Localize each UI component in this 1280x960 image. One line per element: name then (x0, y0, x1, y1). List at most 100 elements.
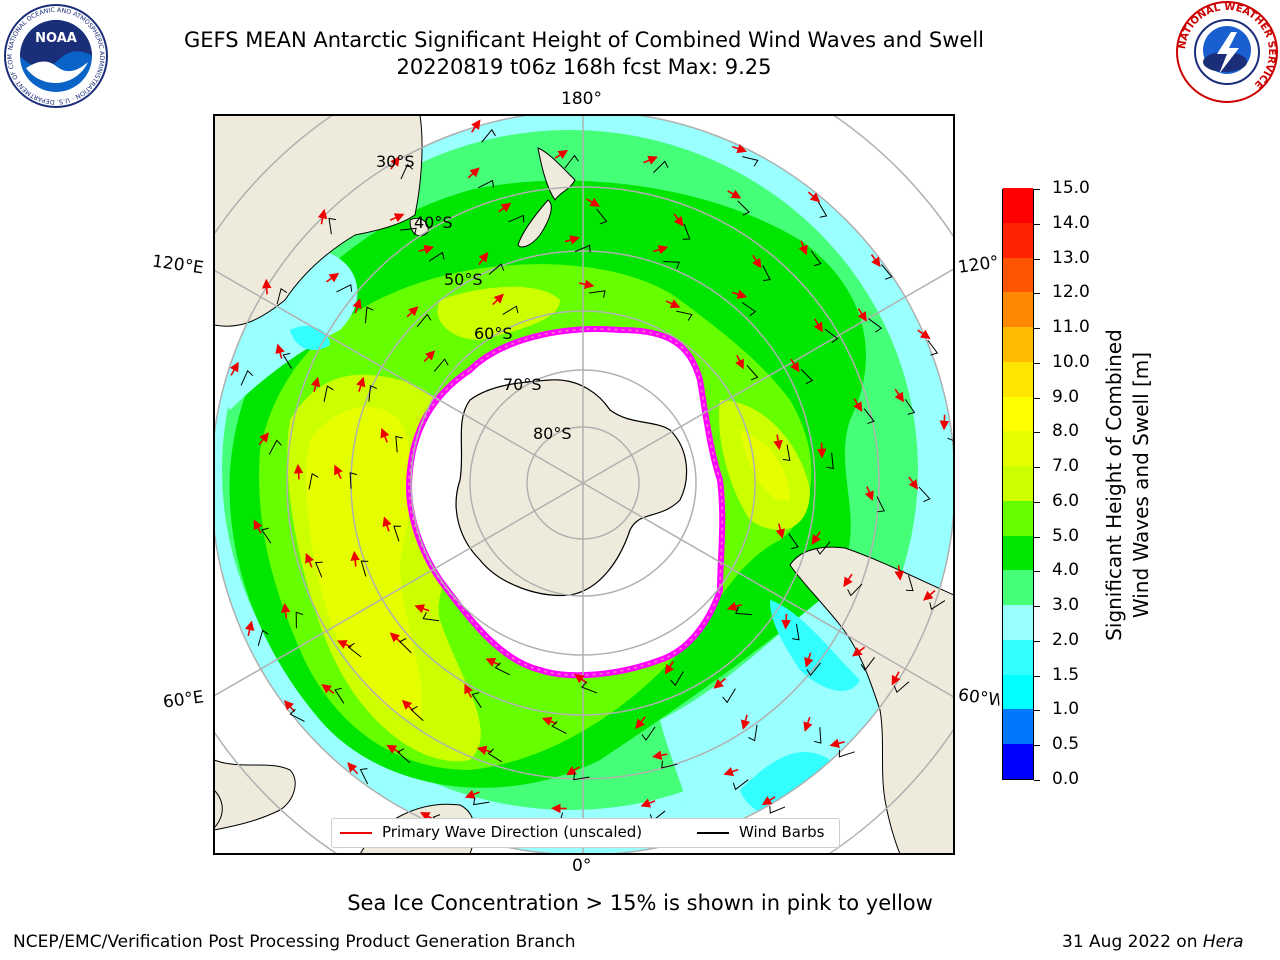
wind-barb (676, 310, 693, 321)
wave-direction-arrow (813, 318, 823, 333)
wave-direction-arrow (380, 427, 390, 443)
wave-direction-arrow (334, 464, 343, 480)
wind-barb (268, 439, 282, 455)
lat-label-70s: 70°S (503, 375, 542, 394)
wind-barb (323, 385, 334, 402)
wave-direction-arrow (317, 208, 328, 225)
wave-direction-arrow (467, 167, 480, 179)
wind-barb (395, 435, 403, 453)
wind-barb (261, 527, 272, 544)
wind-barb (881, 264, 893, 280)
wind-barb (396, 748, 411, 764)
wind-barb (488, 263, 505, 275)
colorbar-segment (1003, 291, 1033, 328)
colorbar-tick-mark (1034, 780, 1040, 781)
wind-barb (748, 724, 758, 742)
wind-barb (360, 560, 369, 577)
wind-barb (334, 687, 345, 704)
colorbar-segment (1003, 361, 1033, 397)
wind-barb (257, 629, 269, 646)
wind-barb (282, 352, 293, 369)
colorbar-tick-mark (1034, 362, 1040, 364)
chart-subtitle: 20220819 t06z 168h fcst Max: 9.25 (396, 55, 772, 79)
wave-direction-arrow (566, 766, 580, 776)
wind-barb (502, 305, 519, 315)
colorbar-tick-mark (1034, 571, 1040, 573)
wind-barb (762, 265, 771, 282)
footer-date-text: 31 Aug 2022 on (1062, 932, 1198, 952)
wave-direction-arrow (464, 683, 474, 699)
wind-barb (800, 368, 814, 385)
colorbar-tick-mark (1034, 328, 1040, 330)
colorbar-label-line2: Wind Waves and Swell [m] (1129, 351, 1153, 619)
wind-barb (641, 726, 656, 741)
colorbar-tick-mark (1034, 432, 1040, 434)
wind-barb (824, 328, 839, 343)
wave-direction-arrow (244, 620, 255, 637)
wave-direction-arrow (723, 767, 739, 777)
colorbar-tick-mark (1034, 710, 1040, 712)
wave-direction-arrow (389, 213, 405, 223)
wave-direction-arrow (726, 601, 743, 611)
wave-direction-arrow (275, 343, 285, 359)
wind-barb (905, 575, 914, 592)
wind-barb (868, 318, 883, 333)
map-frame (213, 114, 955, 855)
wind-barb (364, 306, 374, 324)
wave-direction-arrow (293, 463, 304, 480)
wave-direction-arrow (673, 213, 684, 227)
wind-barb (863, 408, 875, 425)
wind-barb (349, 472, 358, 489)
colorbar-segment (1003, 709, 1033, 745)
colorbar-segment (1003, 187, 1033, 223)
wave-direction-arrow (350, 550, 360, 567)
wind-barb (551, 720, 567, 734)
south-america (789, 546, 954, 854)
colorbar-tick-mark (1034, 189, 1040, 190)
wind-barb (806, 662, 822, 677)
wave-direction-arrow (356, 376, 366, 392)
wave-direction-arrow (713, 678, 726, 689)
wind-barb (328, 217, 336, 235)
colorbar-tick-mark (1034, 467, 1040, 469)
wave-direction-arrow (643, 155, 658, 165)
wave-direction-arrow (653, 245, 669, 255)
wind-barb (838, 749, 855, 758)
wind-barb (847, 583, 863, 597)
wind-barb (368, 384, 378, 402)
sea-ice-note: Sea Ice Concentration > 15% is shown in … (347, 891, 933, 915)
wind-barb (508, 214, 525, 223)
wind-barb (735, 606, 752, 616)
wind-barb (722, 688, 736, 704)
wind-barb (581, 681, 598, 694)
wind-barb (308, 472, 319, 490)
wind-barb (737, 200, 750, 216)
wind-barb (481, 129, 496, 143)
wave-direction-arrow (336, 640, 352, 649)
wind-barb-legend-label: Wind Barbs (739, 823, 825, 841)
colorbar-tick-mark (1034, 223, 1040, 225)
lon-label-0: 0° (572, 856, 592, 876)
wave-direction-arrow (280, 602, 291, 619)
wind-barb (876, 496, 886, 513)
wave-direction-arrow (761, 795, 776, 806)
wind-barb (792, 623, 800, 641)
wave-direction-arrow (578, 279, 595, 289)
colorbar-segment (1003, 396, 1033, 432)
colorbar-tick-label: 5.0 (1052, 525, 1080, 546)
wave-direction-arrow (635, 716, 646, 730)
wave-direction-arrow (652, 750, 668, 760)
wind-barb (742, 156, 759, 167)
colorbar-tick-label: 3.0 (1052, 595, 1080, 616)
lat-label-60s: 60°S (474, 324, 513, 343)
wave-direction-arrow (891, 671, 901, 686)
colorbar-tick-mark (1034, 397, 1040, 399)
colorbar-segment (1003, 500, 1033, 536)
wind-barb (746, 364, 759, 381)
wind-barb (596, 208, 608, 225)
wave-direction-arrow (283, 700, 296, 713)
colorbar (1002, 187, 1034, 780)
wave-direction-arrow (773, 434, 783, 451)
colorbar-tick-mark (1034, 501, 1040, 503)
wave-direction-arrow (804, 652, 814, 668)
